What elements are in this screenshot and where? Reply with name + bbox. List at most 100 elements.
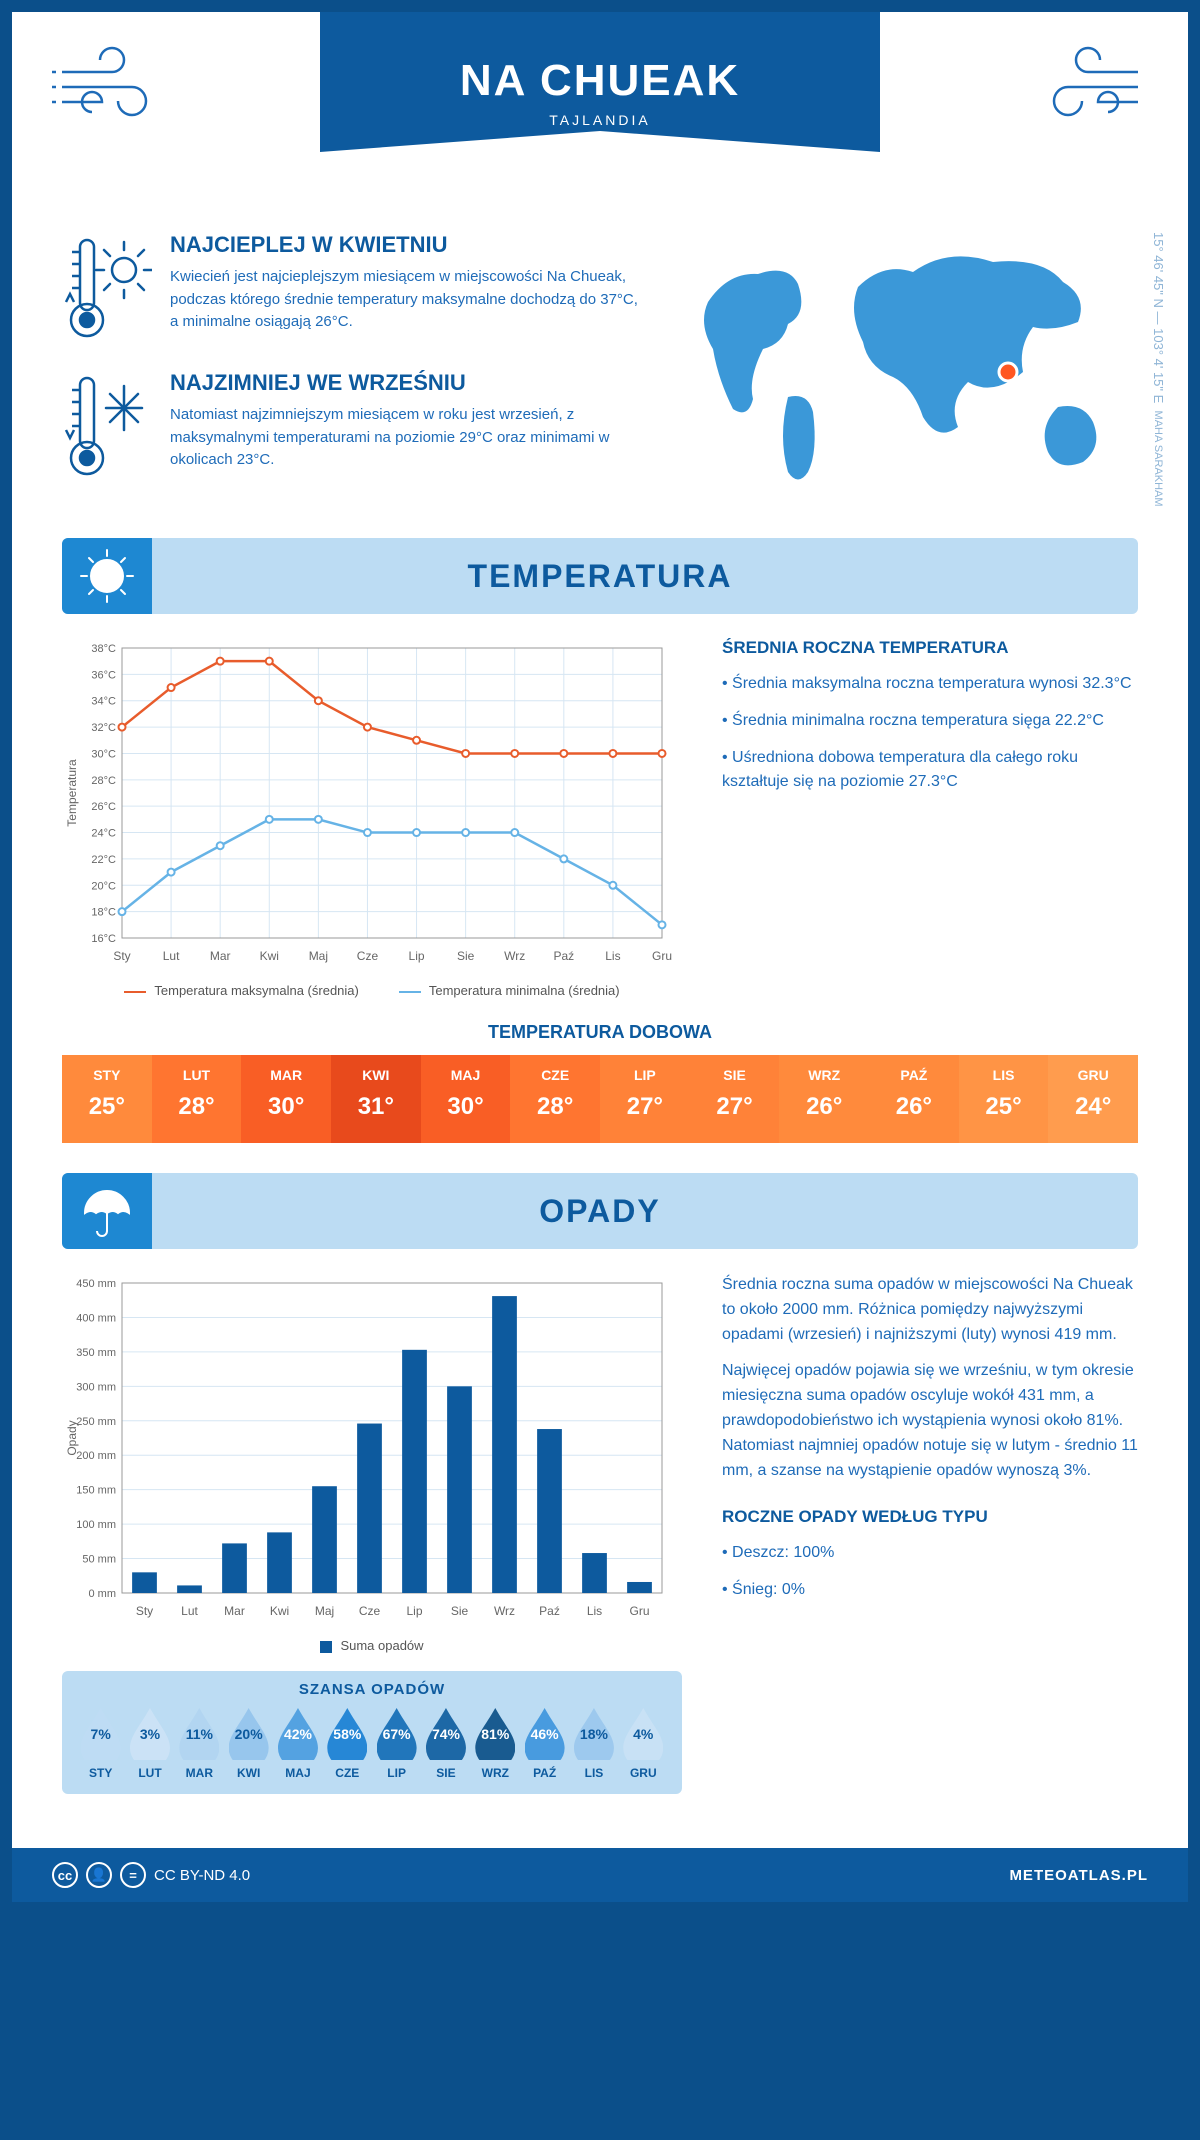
intro-section: NAJCIEPLEJ W KWIETNIU Kwiecień jest najc… — [62, 232, 1138, 508]
temp-bullet: Uśredniona dobowa temperatura dla całego… — [722, 746, 1138, 796]
svg-text:400 mm: 400 mm — [76, 1312, 116, 1324]
temp-bullet: Średnia maksymalna roczna temperatura wy… — [722, 672, 1138, 697]
daily-temp-cell: MAJ30° — [421, 1055, 511, 1143]
svg-text:Wrz: Wrz — [504, 949, 525, 963]
daily-temp-cell: LIP27° — [600, 1055, 690, 1143]
svg-text:Lis: Lis — [587, 1604, 602, 1618]
temperature-section-header: TEMPERATURA — [62, 538, 1138, 614]
world-map: 15° 46' 45" N — 103° 4' 15" E MAHA SARAK… — [678, 232, 1138, 508]
daily-temp-cell: GRU24° — [1048, 1055, 1138, 1143]
svg-text:Opady: Opady — [65, 1420, 79, 1455]
svg-text:36°C: 36°C — [91, 669, 116, 681]
svg-text:Sie: Sie — [451, 1604, 469, 1618]
warmest-text: Kwiecień jest najcieplejszym miesiącem w… — [170, 266, 648, 334]
svg-text:450 mm: 450 mm — [76, 1278, 116, 1290]
thermometer-sun-icon — [62, 232, 152, 342]
wind-icon — [1038, 42, 1148, 137]
temperature-line-chart: 16°C18°C20°C22°C24°C26°C28°C30°C32°C34°C… — [62, 638, 682, 998]
precip-type-bullet: Śnieg: 0% — [722, 1578, 1138, 1603]
rain-chance-cell: 42%MAJ — [273, 1708, 322, 1780]
svg-text:Gru: Gru — [652, 949, 672, 963]
svg-text:34°C: 34°C — [91, 696, 116, 708]
daily-temp-cell: PAŹ26° — [869, 1055, 959, 1143]
svg-text:150 mm: 150 mm — [76, 1485, 116, 1497]
svg-text:16°C: 16°C — [91, 933, 116, 945]
rain-chance-cell: 3%LUT — [125, 1708, 174, 1780]
sun-icon — [62, 538, 152, 614]
precip-para2: Najwięcej opadów pojawia się we wrześniu… — [722, 1359, 1138, 1483]
cc-icon: cc — [52, 1862, 78, 1888]
rain-chance-cell: 46%PAŹ — [520, 1708, 569, 1780]
rain-chance-panel: SZANSA OPADÓW 7%STY3%LUT11%MAR20%KWI42%M… — [62, 1671, 682, 1794]
svg-text:Mar: Mar — [210, 949, 231, 963]
rain-chance-cell: 11%MAR — [175, 1708, 224, 1780]
rain-chance-cell: 58%CZE — [323, 1708, 372, 1780]
precip-summary: Średnia roczna suma opadów w miejscowośc… — [722, 1273, 1138, 1794]
svg-text:30°C: 30°C — [91, 748, 116, 760]
footer: cc 👤 = CC BY-ND 4.0 METEOATLAS.PL — [12, 1848, 1188, 1902]
coldest-block: NAJZIMNIEJ WE WRZEŚNIU Natomiast najzimn… — [62, 370, 648, 480]
temperature-title: TEMPERATURA — [468, 558, 733, 595]
daily-temp-table: STY25°LUT28°MAR30°KWI31°MAJ30°CZE28°LIP2… — [62, 1055, 1138, 1143]
precip-section-header: OPADY — [62, 1173, 1138, 1249]
rain-chance-cell: 67%LIP — [372, 1708, 421, 1780]
svg-text:Mar: Mar — [224, 1604, 245, 1618]
svg-text:Lut: Lut — [181, 1604, 198, 1618]
svg-text:50 mm: 50 mm — [82, 1554, 116, 1566]
svg-text:38°C: 38°C — [91, 643, 116, 655]
license-text: CC BY-ND 4.0 — [154, 1867, 250, 1884]
daily-temp-cell: KWI31° — [331, 1055, 421, 1143]
brand: METEOATLAS.PL — [1009, 1867, 1148, 1884]
location-title: NA CHUEAK — [320, 56, 880, 106]
precip-para1: Średnia roczna suma opadów w miejscowośc… — [722, 1273, 1138, 1347]
svg-text:100 mm: 100 mm — [76, 1519, 116, 1531]
precip-legend: Suma opadów — [62, 1638, 682, 1653]
svg-text:0 mm: 0 mm — [89, 1588, 117, 1600]
svg-text:Paź: Paź — [539, 1604, 560, 1618]
wind-icon — [52, 42, 162, 137]
svg-text:200 mm: 200 mm — [76, 1450, 116, 1462]
svg-text:Sty: Sty — [136, 1604, 153, 1618]
daily-temp-cell: MAR30° — [241, 1055, 331, 1143]
svg-text:Cze: Cze — [357, 949, 379, 963]
location-subtitle: TAJLANDIA — [320, 112, 880, 128]
daily-temp-title: TEMPERATURA DOBOWA — [62, 1022, 1138, 1043]
coldest-text: Natomiast najzimniejszym miesiącem w rok… — [170, 404, 648, 472]
by-icon: 👤 — [86, 1862, 112, 1888]
header: NA CHUEAK TAJLANDIA — [12, 12, 1188, 212]
temp-bullet: Średnia minimalna roczna temperatura się… — [722, 709, 1138, 734]
license: cc 👤 = CC BY-ND 4.0 — [52, 1862, 250, 1888]
warmest-title: NAJCIEPLEJ W KWIETNIU — [170, 232, 648, 258]
svg-text:Kwi: Kwi — [260, 949, 279, 963]
svg-text:26°C: 26°C — [91, 801, 116, 813]
svg-text:Sie: Sie — [457, 949, 475, 963]
warmest-block: NAJCIEPLEJ W KWIETNIU Kwiecień jest najc… — [62, 232, 648, 342]
rain-chance-cell: 7%STY — [76, 1708, 125, 1780]
rain-chance-cell: 18%LIS — [569, 1708, 618, 1780]
svg-text:Cze: Cze — [359, 1604, 381, 1618]
svg-text:32°C: 32°C — [91, 722, 116, 734]
svg-text:Wrz: Wrz — [494, 1604, 515, 1618]
precip-type-bullet: Deszcz: 100% — [722, 1541, 1138, 1566]
rain-chance-cell: 4%GRU — [619, 1708, 668, 1780]
daily-temp-cell: SIE27° — [690, 1055, 780, 1143]
svg-text:20°C: 20°C — [91, 880, 116, 892]
umbrella-icon — [62, 1173, 152, 1249]
temp-summary-title: ŚREDNIA ROCZNA TEMPERATURA — [722, 638, 1138, 658]
rain-chance-cell: 20%KWI — [224, 1708, 273, 1780]
svg-text:Sty: Sty — [113, 949, 130, 963]
svg-text:Gru: Gru — [629, 1604, 649, 1618]
nd-icon: = — [120, 1862, 146, 1888]
coldest-title: NAJZIMNIEJ WE WRZEŚNIU — [170, 370, 648, 396]
svg-text:28°C: 28°C — [91, 775, 116, 787]
daily-temp-cell: STY25° — [62, 1055, 152, 1143]
rain-chance-title: SZANSA OPADÓW — [76, 1681, 668, 1698]
svg-text:24°C: 24°C — [91, 828, 116, 840]
page: NA CHUEAK TAJLANDIA NAJCIEPLEJ W KWIETNI… — [0, 0, 1200, 1914]
svg-text:18°C: 18°C — [91, 907, 116, 919]
thermometer-snow-icon — [62, 370, 152, 480]
svg-text:Maj: Maj — [315, 1604, 334, 1618]
coordinates: 15° 46' 45" N — 103° 4' 15" E MAHA SARAK… — [1151, 232, 1166, 507]
svg-text:Temperatura: Temperatura — [65, 759, 79, 827]
precip-title: OPADY — [539, 1193, 660, 1230]
